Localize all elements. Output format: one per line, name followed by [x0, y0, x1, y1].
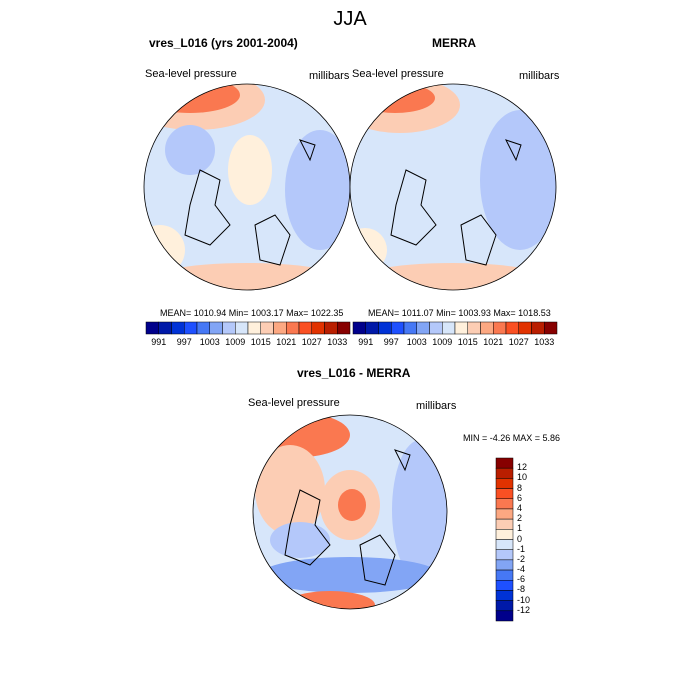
colorbar-2-label: 1015: [457, 337, 478, 347]
colorbar-1-box: [222, 321, 236, 335]
colorbar-3-label: 2: [517, 513, 523, 524]
panel-1-stats: MEAN= 1010.94 Min= 1003.17 Max= 1022.35: [160, 308, 344, 318]
colorbar-1-label: 1033: [327, 337, 348, 347]
colorbar-2-box: [531, 321, 545, 335]
colorbar-1-label: 991: [151, 337, 167, 347]
colorbar-1-label: 1009: [225, 337, 246, 347]
colorbar-3-box: [495, 539, 514, 550]
panel-2-units: millibars: [519, 70, 560, 82]
colorbar-1-label: 1021: [276, 337, 297, 347]
colorbar-3-box: [495, 569, 514, 581]
panel-1-left-label: Sea-level pressure: [145, 68, 237, 80]
colorbar-3-box: [495, 508, 514, 520]
main-title: JJA: [333, 8, 367, 30]
panel-2-map: [350, 84, 556, 290]
colorbar-3-box: [495, 559, 514, 571]
colorbar-1-box: [311, 321, 325, 335]
colorbar-3-label: 8: [517, 482, 523, 493]
colorbar-3-label: 12: [517, 462, 528, 473]
colorbar-3-box: [495, 488, 514, 499]
panel-3-title: vres_L016 - MERRA: [297, 366, 411, 380]
colorbar-1-box: [158, 321, 172, 335]
colorbar-1-label: 1003: [199, 337, 220, 347]
colorbar-2-box: [544, 321, 558, 335]
colorbar-1-box: [286, 321, 300, 335]
colorbar-3-box: [495, 600, 514, 612]
colorbar-3-label: 6: [517, 492, 523, 503]
colorbar-3-label: -2: [517, 553, 526, 564]
colorbar-1-box: [298, 321, 312, 335]
colorbar-2-label: 997: [383, 337, 399, 347]
panel-3-left-label: Sea-level pressure: [248, 397, 340, 409]
panel-1-title: vres_L016 (yrs 2001-2004): [149, 36, 298, 50]
colorbar-1-label: 997: [176, 337, 192, 347]
colorbar-2-box: [391, 321, 405, 335]
colorbar-1-label: 1027: [301, 337, 322, 347]
colorbar-2-label: 991: [358, 337, 374, 347]
colorbar-2-box: [403, 321, 417, 335]
colorbar-3-label: 10: [517, 472, 528, 483]
colorbar-3-box: [495, 478, 514, 489]
colorbar-3-label: -10: [517, 594, 531, 605]
colorbar-3-box: [495, 529, 514, 540]
panel-2-stats: MEAN= 1011.07 Min= 1003.93 Max= 1018.53: [368, 308, 551, 318]
colorbar-1-label: 1015: [250, 337, 271, 347]
panel-3-stats: MIN = -4.26 MAX = 5.86: [463, 433, 561, 443]
colorbar-2-box: [505, 321, 519, 335]
colorbar-3-box: [495, 580, 514, 591]
colorbar-3-box: [495, 610, 514, 622]
colorbar-3-box: [495, 498, 514, 510]
colorbar-3-label: -8: [517, 584, 526, 595]
colorbar-3-label: -12: [517, 604, 531, 615]
panel-3-units: millibars: [416, 400, 457, 412]
colorbar-3-label: 4: [517, 502, 523, 513]
colorbar-2-box: [442, 321, 456, 335]
colorbar-1-box: [324, 321, 338, 335]
colorbar-1-box: [273, 321, 287, 335]
colorbar-1-box: [145, 321, 159, 335]
colorbar-3-label: 1: [517, 523, 523, 534]
panel-3-map: [253, 415, 447, 609]
colorbar-2-box: [480, 321, 494, 335]
colorbar-3-box: [495, 518, 514, 530]
colorbar-3-box: [495, 549, 514, 561]
colorbar-2-box: [365, 321, 379, 335]
colorbar-3-label: -1: [517, 543, 526, 554]
colorbar-3-label: -4: [517, 564, 526, 575]
colorbar-3-box: [495, 467, 514, 479]
colorbar-2-box: [378, 321, 392, 335]
colorbar-3-label: -6: [517, 574, 526, 585]
colorbar-1-box: [209, 321, 223, 335]
colorbar-2-box: [352, 321, 366, 335]
panel-1-map: [144, 84, 350, 290]
colorbar-1-box: [196, 321, 210, 335]
colorbar-2-label: 1003: [406, 337, 427, 347]
colorbar-2-box: [429, 321, 443, 335]
panel-1-units: millibars: [309, 70, 350, 82]
colorbar-1-box: [235, 321, 249, 335]
colorbar-3-label: 0: [517, 533, 523, 544]
colorbar-1-box: [184, 321, 198, 335]
colorbar-2-box: [454, 321, 468, 335]
colorbar-1-box: [260, 321, 274, 335]
colorbar-2-label: 1021: [483, 337, 504, 347]
colorbar-2-box: [518, 321, 532, 335]
colorbar-3-box: [495, 590, 514, 601]
colorbar-2-label: 1033: [534, 337, 555, 347]
colorbar-2-label: 1009: [432, 337, 453, 347]
colorbar-3-box: [495, 457, 514, 469]
colorbar-2-box: [467, 321, 481, 335]
colorbar-2-label: 1027: [508, 337, 529, 347]
colorbar-2-box: [416, 321, 430, 335]
panel-2-left-label: Sea-level pressure: [352, 68, 444, 80]
colorbar-1-box: [247, 321, 261, 335]
colorbar-1-box: [171, 321, 185, 335]
colorbar-2-box: [493, 321, 507, 335]
panel-2-title: MERRA: [432, 36, 476, 50]
colorbar-1-box: [337, 321, 351, 335]
